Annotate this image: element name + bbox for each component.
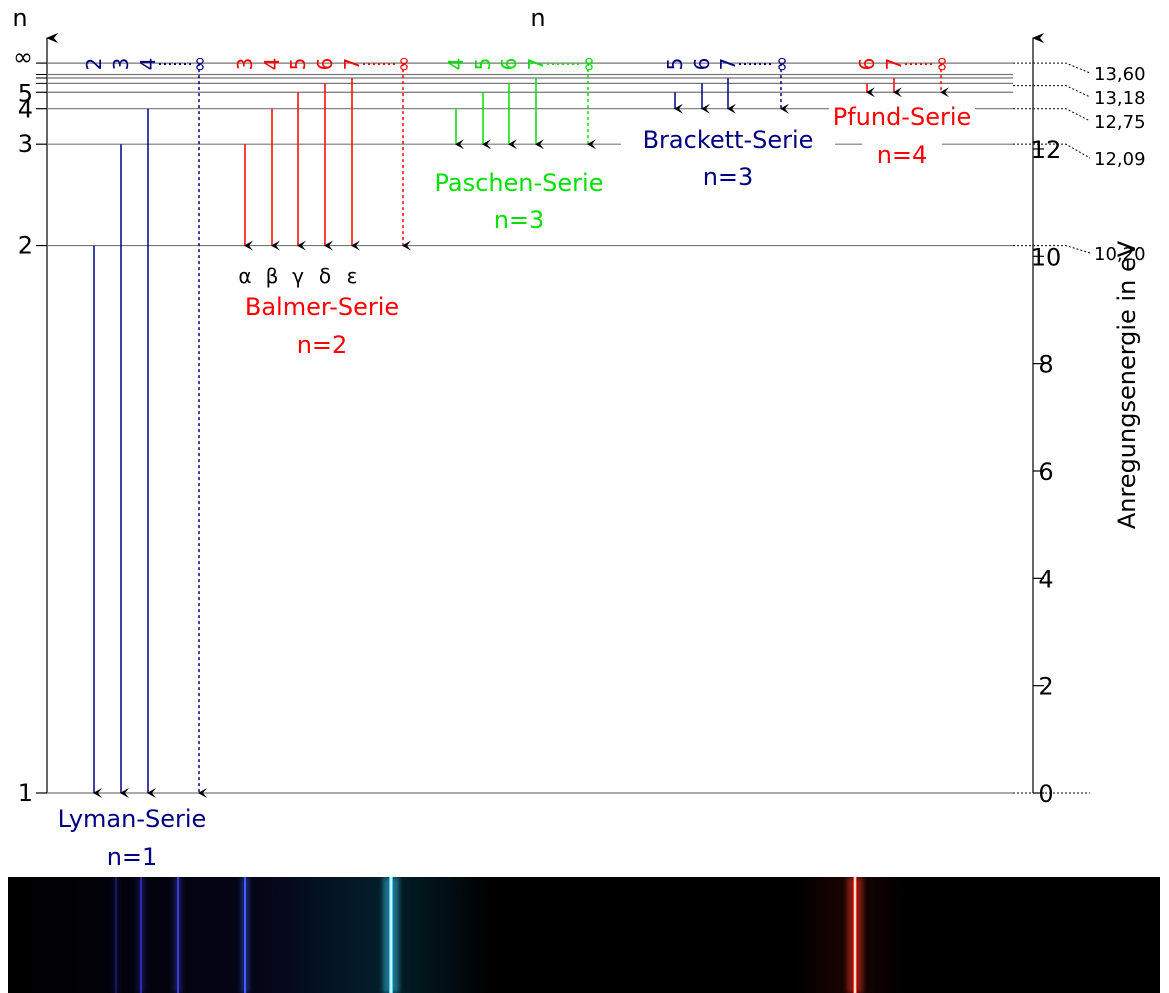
energy-value-connector <box>1013 143 1091 159</box>
energy-tick-label: 2 <box>1038 673 1053 701</box>
upper-level-label: 2 <box>82 58 106 71</box>
spectrum-line <box>140 877 142 993</box>
transitions <box>93 63 949 798</box>
energy-value-label: 13,18 <box>1094 88 1146 109</box>
right-axis-title: Anregungsenergie in eV <box>1113 240 1141 529</box>
level-label: 5 <box>18 79 33 107</box>
upper-level-label: 4 <box>444 58 468 71</box>
series-name: Balmer-Serie <box>245 293 399 321</box>
energy-value-label: 10,20 <box>1094 244 1146 265</box>
level-label: 4 <box>18 96 33 124</box>
series-label-background <box>418 167 620 197</box>
energy-tick-label: 12 <box>1031 136 1062 164</box>
series-lower-level: n=3 <box>703 163 754 191</box>
balmer-line-name: γ <box>292 264 304 288</box>
series-labels: 2 3 4 ∞ 3 4 5 6 7 ∞α β γ δ ε4 5 6 7 ∞ 5 6 7 ∞ 6 7 ∞Lyman-Serien=… <box>58 56 975 871</box>
balmer-line-name: δ <box>319 264 331 288</box>
energy-value-connector <box>1013 85 1091 98</box>
spectrum-line-core <box>854 877 856 993</box>
balmer-line-name: ε <box>347 264 358 288</box>
spectrum-lines <box>112 877 863 993</box>
spectrum-line <box>115 877 117 993</box>
energy-value-label: 13,60 <box>1094 64 1146 85</box>
energy-tick-label: 4 <box>1038 565 1053 593</box>
upper-level-label: ∞ <box>391 56 415 73</box>
upper-level-label: ∞ <box>187 56 211 73</box>
series-name: Pfund-Serie <box>833 103 972 131</box>
upper-level-label: ∞ <box>929 56 953 73</box>
upper-level-label: ∞ <box>576 56 600 73</box>
upper-level-label: 3 <box>109 58 133 71</box>
hydrogen-spectrum-strip <box>8 877 1160 993</box>
energy-levels <box>47 62 1013 794</box>
series-lower-level: n=4 <box>877 141 928 169</box>
upper-level-label: 6 <box>497 58 521 71</box>
level-label: 1 <box>18 779 33 807</box>
series-label-background <box>829 101 975 131</box>
energy-tick-label: 10 <box>1031 243 1062 271</box>
series-name: Paschen-Serie <box>435 169 604 197</box>
energy-tick-label: 6 <box>1038 458 1053 486</box>
series-lower-level: n=3 <box>494 206 545 234</box>
energy-value-connector <box>1013 62 1091 74</box>
upper-level-label: 6 <box>690 58 714 71</box>
upper-level-label: 5 <box>286 58 310 71</box>
energy-tick-label: 8 <box>1038 351 1053 379</box>
upper-level-label: 6 <box>313 58 337 71</box>
series-lower-level: n=1 <box>107 843 158 871</box>
series-lower-level: n=2 <box>297 331 348 359</box>
energy-value-connector <box>1013 245 1091 254</box>
spectrum-line <box>177 877 179 993</box>
energy-level-diagram: n n Anregungsenergie in eV 12345∞0246810… <box>12 4 1146 871</box>
spectrum-line <box>244 877 246 993</box>
balmer-line-name: α <box>238 264 251 288</box>
upper-level-label: 5 <box>663 58 687 71</box>
upper-level-label: ∞ <box>769 56 793 73</box>
upper-level-label: 6 <box>855 58 879 71</box>
upper-level-label: 7 <box>340 58 364 71</box>
series-label-background <box>862 139 942 169</box>
upper-level-label: 7 <box>716 58 740 71</box>
left-axis-label: n <box>12 4 27 32</box>
upper-level-label: 5 <box>471 58 495 71</box>
level-label: ∞ <box>13 43 33 71</box>
balmer-line-name: β <box>266 264 279 288</box>
upper-level-label: 7 <box>882 58 906 71</box>
spectrum-background <box>8 877 1160 993</box>
level-label: 3 <box>18 130 33 158</box>
energy-tick-label: 0 <box>1038 780 1053 808</box>
upper-level-label: 4 <box>136 58 160 71</box>
upper-level-label: 3 <box>233 58 257 71</box>
upper-level-label: 7 <box>524 58 548 71</box>
spectrum-line-core <box>390 877 392 993</box>
energy-value-connector <box>1013 108 1091 122</box>
series-label-background <box>621 124 835 154</box>
energy-value-label: 12,09 <box>1094 149 1146 170</box>
energy-value-label: 12,75 <box>1094 112 1146 133</box>
upper-level-label: 4 <box>260 58 284 71</box>
level-label: 2 <box>18 232 33 260</box>
series-name: Brackett-Serie <box>643 126 814 154</box>
series-label-background <box>479 204 559 234</box>
center-axis-label: n <box>530 4 545 32</box>
series-name: Lyman-Serie <box>58 805 207 833</box>
series-label-background <box>688 161 768 191</box>
